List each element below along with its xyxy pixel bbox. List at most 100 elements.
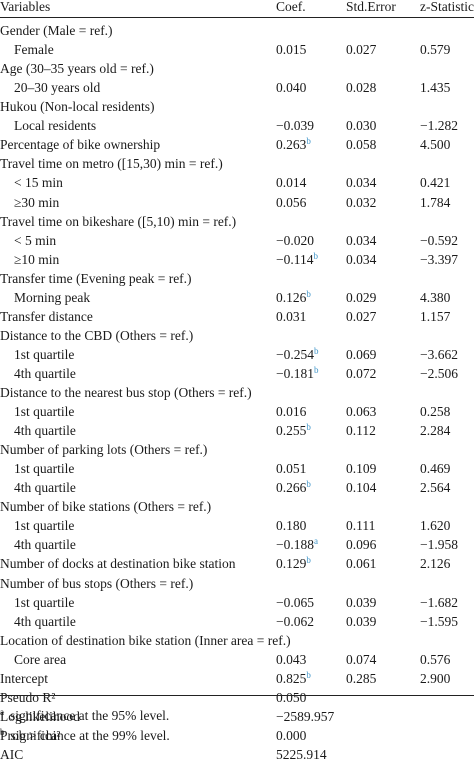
coef-cell: 0.051 — [276, 459, 306, 478]
variable-label: 4th quartile — [14, 537, 76, 553]
table-row: Gender (Male = ref.) — [0, 21, 474, 40]
coef-cell: −0.039 — [276, 116, 314, 135]
z-statistic-cell: 1.620 — [420, 518, 451, 534]
variable-label: Travel time on bikeshare ([5,10) min = r… — [0, 213, 237, 229]
variable-label: < 5 min — [14, 232, 57, 248]
coef-cell: −0.188a — [276, 535, 318, 554]
coef-value: 0.016 — [276, 404, 307, 419]
z-statistic-cell: 2.900 — [420, 670, 451, 686]
variable-label: 4th quartile — [14, 480, 76, 496]
significance-marker: b — [306, 479, 311, 490]
table-row: 4th quartile −0.181b 0.072 −2.506 — [0, 364, 474, 383]
std-error-cell: 0.063 — [346, 404, 377, 419]
coef-value: 5225.914 — [276, 746, 327, 762]
variable-label: Transfer distance — [0, 308, 93, 324]
table-row: 1st quartile 0.016 0.063 0.258 — [0, 402, 474, 421]
coef-value: −0.020 — [276, 232, 314, 248]
variable-label: ≥10 min — [14, 251, 60, 267]
variable-label: Prob > chi² — [0, 727, 61, 743]
std-error-cell: 0.109 — [346, 461, 377, 477]
coef-value: 0.014 — [276, 175, 307, 191]
variable-label: Number of bike stations (Others = ref.) — [0, 499, 212, 515]
footnote-mark: a — [0, 707, 4, 717]
coef-value: 0.050 — [276, 689, 307, 705]
std-error-cell: 0.039 — [346, 613, 377, 629]
z-statistic-cell: −1.682 — [420, 594, 458, 610]
coef-cell: 0.180 — [276, 516, 306, 535]
table-row: 1st quartile 0.051 0.109 0.469 — [0, 459, 474, 478]
coef-value: 0.266 — [276, 480, 307, 496]
z-statistic-cell: −1.958 — [420, 537, 458, 553]
z-statistic-cell: 1.784 — [420, 194, 451, 210]
coef-value: 0.000 — [276, 727, 307, 743]
z-statistic-cell: −1.595 — [420, 613, 458, 629]
std-error-cell: 0.111 — [346, 518, 376, 534]
table-row: < 5 min −0.020 0.034 −0.592 — [0, 231, 474, 250]
table-row: Number of bike stations (Others = ref.) — [0, 497, 474, 516]
std-error-cell: 0.061 — [346, 556, 377, 572]
coef-cell: 0.000 — [276, 726, 306, 745]
std-error-cell: 0.029 — [346, 289, 377, 305]
table-row: Percentage of bike ownership 0.263b 0.058 4… — [0, 135, 474, 154]
table-row: < 15 min 0.014 0.034 0.421 — [0, 173, 474, 192]
coef-cell: 0.825b — [276, 669, 311, 688]
std-error-cell: 0.039 — [346, 594, 377, 610]
table-row: Number of parking lots (Others = ref.) — [0, 440, 474, 459]
table-row: Prob > chi² 0.000 — [0, 726, 474, 745]
variable-label: Pseudo R² — [0, 689, 56, 705]
std-error-cell: 0.112 — [346, 423, 376, 439]
footnote-text: significance at the 99% level. — [10, 728, 170, 743]
variable-label: < 15 min — [14, 175, 63, 191]
footnote-text: significance at the 95% level. — [10, 708, 170, 723]
std-error-cell: 0.069 — [346, 346, 377, 362]
bottom-rule — [0, 695, 474, 696]
std-error-cell: 0.058 — [346, 137, 377, 153]
coef-value: 0.051 — [276, 461, 307, 477]
significance-marker: b — [314, 364, 319, 375]
variable-label: 4th quartile — [14, 613, 76, 629]
coef-value: 0.040 — [276, 80, 307, 96]
variable-label: AIC — [0, 746, 24, 762]
std-error-cell: 0.032 — [346, 194, 377, 210]
table-header: Variables Coef. Std.Error z-Statistic — [0, 0, 474, 16]
z-statistic-cell: 1.157 — [420, 308, 451, 324]
significance-marker: b — [314, 345, 319, 356]
significance-marker: b — [306, 288, 311, 299]
variable-label: 1st quartile — [14, 594, 75, 610]
variable-label: Age (30–35 years old = ref.) — [0, 61, 154, 77]
coef-value: −0.181 — [276, 365, 314, 381]
coef-cell: 0.129b — [276, 554, 311, 573]
table-row: 20–30 years old 0.040 0.028 1.435 — [0, 78, 474, 97]
variable-label: Distance to the nearest bus stop (Others… — [0, 384, 252, 400]
coef-cell: 0.126b — [276, 288, 311, 307]
variable-label: 1st quartile — [14, 518, 75, 534]
table-row: 4th quartile −0.062 0.039 −1.595 — [0, 612, 474, 631]
coef-value: −0.065 — [276, 594, 314, 610]
table-row: Number of docks at destination bike stat… — [0, 554, 474, 573]
coef-cell: 0.050 — [276, 688, 306, 707]
z-statistic-cell: −3.662 — [420, 346, 458, 362]
footnote: a significance at the 95% level. — [0, 706, 169, 726]
table-row: Core area 0.043 0.074 0.576 — [0, 650, 474, 669]
variable-label: 1st quartile — [14, 461, 75, 477]
variable-label: 20–30 years old — [14, 80, 101, 96]
variable-label: Gender (Male = ref.) — [0, 23, 113, 38]
table-row: ≥30 min 0.056 0.032 1.784 — [0, 193, 474, 212]
std-error-cell: 0.285 — [346, 670, 377, 686]
table-row: Distance to the CBD (Others = ref.) — [0, 326, 474, 345]
z-statistic-cell: 0.469 — [420, 461, 451, 477]
significance-marker: a — [314, 536, 318, 547]
header-coef: Coef. — [276, 0, 306, 14]
variable-label: Log likelihood — [0, 708, 80, 724]
z-statistic-cell: 0.258 — [420, 404, 451, 419]
header-std-error: Std.Error — [346, 0, 396, 14]
coef-cell: 0.040 — [276, 78, 306, 97]
table-row: Number of bus stops (Others = ref.) — [0, 574, 474, 593]
table-row: Age (30–35 years old = ref.) — [0, 59, 474, 78]
table-row: 4th quartile 0.266b 0.104 2.564 — [0, 478, 474, 497]
table-row: Distance to the nearest bus stop (Others… — [0, 383, 474, 402]
table-row: Travel time on bikeshare ([5,10) min = r… — [0, 212, 474, 231]
variable-label: Core area — [14, 651, 67, 667]
variable-label: Travel time on metro ([15,30) min = ref.… — [0, 156, 223, 172]
